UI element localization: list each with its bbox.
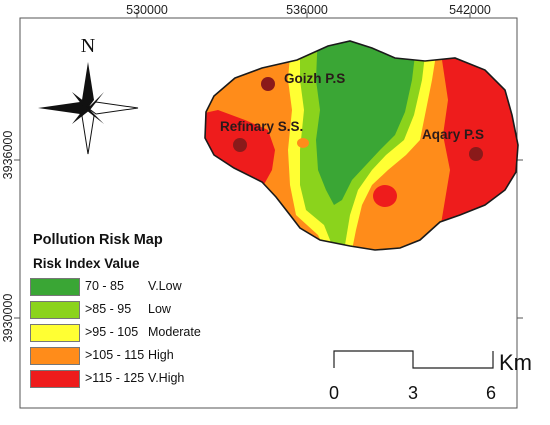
legend-range: >105 - 115: [85, 348, 145, 362]
study-area-boundary: [204, 40, 519, 251]
legend-range: 70 - 85: [85, 279, 124, 293]
north-label: N: [81, 35, 95, 57]
legend-class: High: [148, 348, 174, 362]
legend-item: >95 - 105 Moderate: [30, 320, 240, 343]
map-legend: Pollution Risk Map Risk Index Value 70 -…: [30, 230, 240, 389]
legend-item: >115 - 125 V.High: [30, 366, 240, 389]
legend-class: V.High: [148, 371, 185, 385]
legend-range: >85 - 95: [85, 302, 132, 316]
scale-label: 6: [486, 383, 496, 403]
legend-swatch: [30, 347, 80, 365]
legend-item: >105 - 115 High: [30, 343, 240, 366]
legend-range: >115 - 125: [85, 371, 145, 385]
station-aqary: Aqary P.S: [422, 127, 484, 161]
station-label: Refinary S.S.: [220, 119, 303, 134]
station-label: Aqary P.S: [422, 127, 484, 142]
station-marker: [261, 77, 275, 91]
legend-class: Low: [148, 302, 171, 316]
station-marker: [469, 147, 483, 161]
legend-item: >85 - 95 Low: [30, 297, 240, 320]
north-arrow: N: [38, 35, 139, 155]
scale-unit: Km: [499, 350, 532, 375]
legend-class: Moderate: [148, 325, 201, 339]
legend-swatch: [30, 324, 80, 342]
map-frame: [14, 12, 523, 409]
station-label: Goizh P.S: [284, 71, 345, 86]
zone-hotspot: [373, 185, 397, 207]
legend-subtitle: Risk Index Value: [33, 256, 140, 271]
risk-zones: [205, 41, 518, 250]
station-marker: [233, 138, 247, 152]
legend-title: Pollution Risk Map: [33, 232, 163, 248]
left-tick-label: 3930000: [1, 294, 15, 343]
scale-label: 0: [329, 383, 339, 403]
legend-item: 70 - 85 V.Low: [30, 274, 240, 297]
zone-very-low: [316, 41, 418, 205]
station-refinary: Refinary S.S.: [220, 119, 303, 152]
legend-range: >95 - 105: [85, 325, 139, 339]
top-tick-label: 530000: [126, 3, 168, 17]
scale-label: 3: [408, 383, 418, 403]
zone-spot: [297, 138, 309, 148]
legend-swatch: [30, 301, 80, 319]
station-goizh: Goizh P.S: [261, 71, 345, 91]
left-tick-label: 3936000: [1, 131, 15, 180]
legend-class: V.Low: [148, 279, 182, 293]
scale-bar: 0 3 6 Km: [329, 350, 532, 403]
top-tick-label: 542000: [449, 3, 491, 17]
legend-swatch: [30, 370, 80, 388]
legend-swatch: [30, 278, 80, 296]
top-tick-label: 536000: [286, 3, 328, 17]
